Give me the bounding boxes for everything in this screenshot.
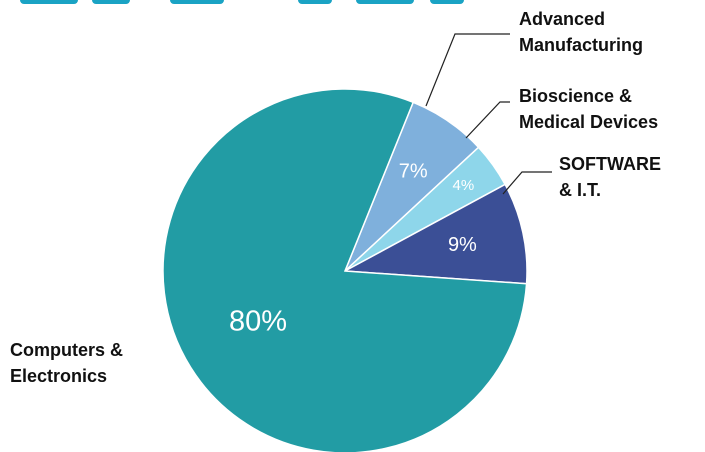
legend-labels: Advanced Manufacturing Bioscience & Medi… [10,9,666,386]
legend-computers-line1: Computers & [10,340,123,360]
pie-slice-labels: 7% 4% 9% 80% [229,160,477,337]
cropped-title-fragment [20,0,464,4]
legend-software-it: SOFTWARE & I.T. [559,154,666,200]
pie-slice-computers-electronics [162,88,528,452]
legend-bioscience-line2: Medical Devices [519,112,658,132]
legend-bioscience-line1: Bioscience & [519,86,632,106]
pie-slice-software-i-t [342,183,528,285]
slice-value-label-bioscience-medical-devices: 4% [453,177,475,194]
leader-line-bioscience-medical-devices [465,101,510,139]
legend-computers-electronics: Computers & Electronics [10,340,128,386]
legend-advanced-line2: Manufacturing [519,35,643,55]
slice-value-label-computers-electronics: 80% [229,306,287,338]
slice-value-label-software-i-t: 9% [448,234,477,256]
leader-lines [425,33,552,195]
legend-software-line2: & I.T. [559,180,601,200]
legend-computers-line2: Electronics [10,366,107,386]
slice-value-label-advanced-manufacturing: 7% [399,160,428,182]
pie-slices [162,88,528,452]
legend-bioscience-medical-devices: Bioscience & Medical Devices [519,86,658,132]
legend-advanced-line1: Advanced [519,9,605,29]
leader-line-advanced-manufacturing [425,33,510,107]
legend-advanced-manufacturing: Advanced Manufacturing [519,9,643,55]
leader-line-software-it [502,171,552,195]
legend-software-line1: SOFTWARE [559,154,661,174]
